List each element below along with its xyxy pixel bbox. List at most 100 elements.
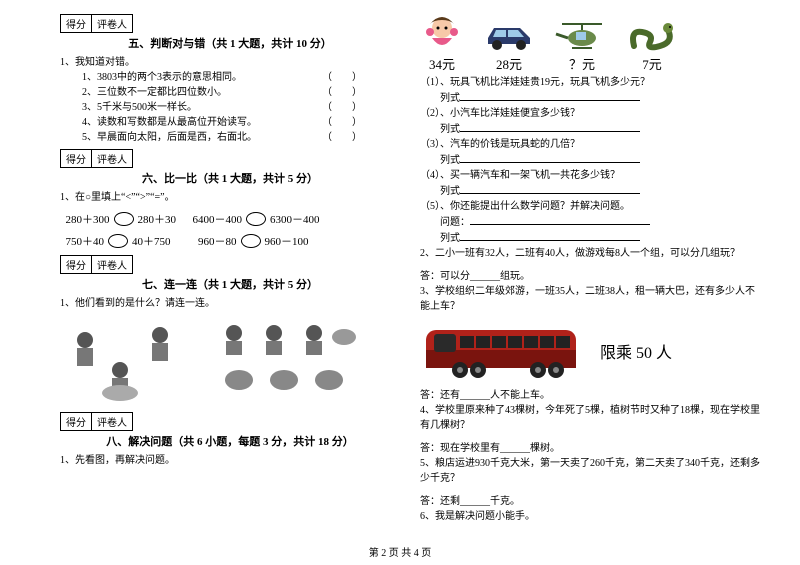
score-label: 得分 <box>60 149 92 168</box>
bus-capacity-label: 限乘 50 人 <box>600 339 672 363</box>
grader-label: 评卷人 <box>91 14 133 33</box>
wenti-label: 问题： <box>440 217 470 228</box>
snake-price: 7元 <box>628 54 676 73</box>
expr: 960－100 <box>265 233 309 249</box>
section-8-title: 八、解决问题（共 6 小题，每题 3 分，共计 18 分） <box>60 433 400 449</box>
paren: （ ） <box>322 130 362 145</box>
expr: 280＋300 <box>66 211 110 227</box>
lieshi-label: 列式 <box>440 233 460 244</box>
sec5-lead: 1、我知道对错。 <box>60 55 400 70</box>
sec8-q4: 4、学校里原来种了43棵树，今年死了5棵，植树节时又种了18棵，现在学校里有几棵… <box>420 403 760 433</box>
sec8-sub1: （1）、玩具飞机比洋娃娃贵19元，玩具飞机多少元？ <box>420 75 760 90</box>
blank-line[interactable] <box>470 214 650 225</box>
sec8-q4ans: 答：现在学校里有______棵树。 <box>420 441 760 456</box>
score-box-8: 得分 评卷人 <box>60 412 400 431</box>
sec5-item-1: 1、3803中的两个3表示的意思相同。 （ ） <box>82 70 362 85</box>
expr: 750＋40 <box>66 233 105 249</box>
sec5-item-4: 4、读数和写数都是从最高位开始读写。 （ ） <box>82 115 362 130</box>
snake-icon <box>628 18 676 54</box>
lieshi-3: 列式 <box>420 152 760 168</box>
lieshi-2: 列式 <box>420 121 760 137</box>
paren: （ ） <box>322 100 362 115</box>
sec8-sub5: （5）、你还能提出什么数学问题？并解决问题。 <box>420 199 760 214</box>
snake-item: 7元 <box>628 18 676 73</box>
expr: 6400－400 <box>193 211 243 227</box>
compare-circle[interactable] <box>241 234 261 248</box>
doll-price: 34元 <box>420 54 464 73</box>
page-footer: 第 2 页 共 4 页 <box>0 544 800 559</box>
grader-label: 评卷人 <box>91 412 133 431</box>
blank-line[interactable] <box>460 152 640 163</box>
section-7-title: 七、连一连（共 1 大题，共计 5 分） <box>60 276 400 292</box>
expr: 280＋30 <box>138 211 177 227</box>
expr: 960－80 <box>198 233 237 249</box>
sec5-item-5: 5、早晨面向太阳，后面是西，右面北。 （ ） <box>82 130 362 145</box>
car-price: 28元 <box>482 54 536 73</box>
section-6-title: 六、比一比（共 1 大题，共计 5 分） <box>60 170 400 186</box>
sec8-q2: 2、二小一班有32人，二班有40人，做游戏每8人一个组，可以分几组玩？ <box>420 246 760 261</box>
wenti-row: 问题： <box>420 214 760 230</box>
sec6-row-1: 280＋300 280＋30 6400－400 6300－400 <box>60 211 400 227</box>
blank-line[interactable] <box>460 183 640 194</box>
compare-circle[interactable] <box>114 212 134 226</box>
bus-icon <box>420 320 590 382</box>
lieshi-label: 列式 <box>440 186 460 197</box>
score-label: 得分 <box>60 412 92 431</box>
sec8-lead: 1、先看图，再解决问题。 <box>60 453 400 468</box>
lieshi-5: 列式 <box>420 230 760 246</box>
expr: 6300－400 <box>270 211 320 227</box>
connect-figure <box>60 315 400 408</box>
sec5-item-3-text: 3、5千米与500米一样长。 <box>82 100 197 115</box>
sec5-item-4-text: 4、读数和写数都是从最高位开始读写。 <box>82 115 257 130</box>
sec5-item-2: 2、三位数不一定都比四位数小。 （ ） <box>82 85 362 100</box>
compare-circle[interactable] <box>246 212 266 226</box>
heli-item: ？元 <box>554 18 610 73</box>
sec8-sub2: （2）、小汽车比洋娃娃便宜多少钱？ <box>420 106 760 121</box>
sec6-row-2: 750＋40 40＋750 960－80 960－100 <box>60 233 400 249</box>
lieshi-4: 列式 <box>420 183 760 199</box>
car-item: 28元 <box>482 18 536 73</box>
score-box-6: 得分 评卷人 <box>60 149 400 168</box>
sec6-lead: 1、在○里填上“<”“>”“=”。 <box>60 190 400 205</box>
paren: （ ） <box>322 115 362 130</box>
toy-items-row: 34元 28元 ？元 <box>420 14 760 73</box>
score-label: 得分 <box>60 14 92 33</box>
section-5-title: 五、判断对与错（共 1 大题，共计 10 分） <box>60 35 400 51</box>
score-label: 得分 <box>60 255 92 274</box>
blank-line[interactable] <box>460 230 640 241</box>
sec5-item-2-text: 2、三位数不一定都比四位数小。 <box>82 85 227 100</box>
sec8-q5ans: 答：还剩______千克。 <box>420 494 760 509</box>
sec8-q6: 6、我是解决问题小能手。 <box>420 509 760 524</box>
compare-circle[interactable] <box>108 234 128 248</box>
sec7-lead: 1、他们看到的是什么？请连一连。 <box>60 296 400 311</box>
sec8-q5: 5、粮店运进930千克大米，第一天卖了260千克，第二天卖了340千克，还剩多少… <box>420 456 760 486</box>
heli-price: ？元 <box>554 54 610 73</box>
sec8-sub3: （3）、汽车的价钱是玩具蛇的几倍？ <box>420 137 760 152</box>
sec8-q3ans: 答：还有______人不能上车。 <box>420 388 760 403</box>
lieshi-label: 列式 <box>440 155 460 166</box>
bus-figure: 限乘 50 人 <box>420 320 760 382</box>
lieshi-label: 列式 <box>440 124 460 135</box>
helicopter-icon <box>554 18 610 54</box>
sec8-q3: 3、学校组织二年级郊游，一班35人，二班38人，租一辆大巴，还有多少人不能上车？ <box>420 284 760 314</box>
car-icon <box>482 18 536 54</box>
expr: 40＋750 <box>132 233 171 249</box>
doll-item: 34元 <box>420 14 464 73</box>
grader-label: 评卷人 <box>91 149 133 168</box>
sec5-item-3: 3、5千米与500米一样长。 （ ） <box>82 100 362 115</box>
sec5-item-5-text: 5、早晨面向太阳，后面是西，右面北。 <box>82 130 257 145</box>
blank-line[interactable] <box>460 121 640 132</box>
lieshi-label: 列式 <box>440 93 460 104</box>
score-box-7: 得分 评卷人 <box>60 255 400 274</box>
grader-label: 评卷人 <box>91 255 133 274</box>
doll-icon <box>420 14 464 54</box>
children-icon <box>60 315 190 405</box>
sec8-sub4: （4）、买一辆汽车和一架飞机一共花多少钱？ <box>420 168 760 183</box>
sec8-q2ans: 答：可以分______组玩。 <box>420 269 760 284</box>
objects-icon <box>214 315 364 405</box>
paren: （ ） <box>322 70 362 85</box>
paren: （ ） <box>322 85 362 100</box>
sec5-item-1-text: 1、3803中的两个3表示的意思相同。 <box>82 70 242 85</box>
lieshi-1: 列式 <box>420 90 760 106</box>
blank-line[interactable] <box>460 90 640 101</box>
